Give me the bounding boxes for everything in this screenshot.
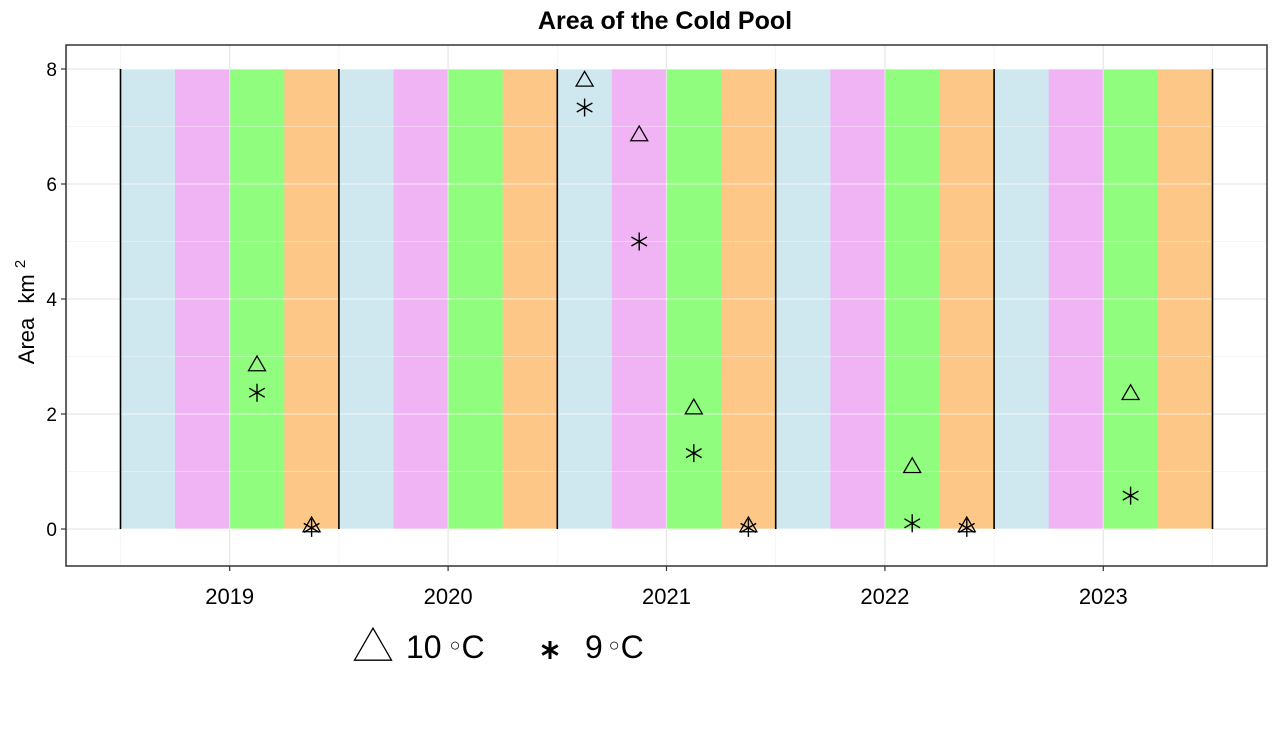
legend-degree: ○ — [609, 635, 620, 655]
legend-label: 10 ○C — [406, 629, 485, 665]
data-points — [247, 70, 1141, 537]
grid — [66, 45, 1267, 566]
asterisk-point — [1122, 486, 1139, 505]
triangle-point — [629, 124, 649, 142]
x-tick-label: 2023 — [1079, 584, 1128, 609]
x-axis: 2019 2020 2021 2022 2023 — [205, 566, 1128, 609]
triangle-point — [684, 397, 704, 415]
x-tick-label: 2022 — [860, 584, 909, 609]
legend-label: 9 ○C — [585, 629, 644, 665]
legend-unit: C — [621, 629, 644, 665]
asterisk-point — [904, 514, 921, 533]
y-tick-label: 2 — [46, 405, 57, 426]
asterisk-point — [248, 383, 266, 402]
legend-item: 10 ○C — [353, 626, 485, 665]
asterisk-point — [740, 518, 757, 537]
asterisk-point — [631, 232, 648, 251]
y-tick-label: 4 — [46, 290, 57, 311]
y-tick-label: 6 — [46, 175, 57, 196]
y-axis-label-text: Area — [14, 317, 39, 364]
triangle-point — [574, 70, 595, 87]
y-axis-label-exp: 2 — [12, 260, 29, 268]
asterisk-point — [685, 444, 702, 463]
legend-unit: C — [461, 629, 484, 665]
y-axis-label-unit: km — [14, 274, 39, 303]
asterisk-point — [576, 98, 593, 117]
y-axis-label: Area km 2 — [12, 260, 39, 364]
x-tick-label: 2020 — [424, 584, 473, 609]
legend-item: 9 ○C — [541, 629, 644, 665]
asterisk-point — [958, 518, 975, 537]
legend-triangle-icon — [353, 626, 393, 661]
x-tick-label: 2019 — [205, 584, 254, 609]
y-axis: 0 2 4 6 8 — [46, 60, 66, 541]
year-dividers — [119, 69, 1214, 529]
triangle-point — [902, 456, 922, 474]
asterisk-point — [303, 518, 320, 537]
triangle-point — [1120, 383, 1141, 401]
y-tick-label: 0 — [46, 520, 57, 541]
legend: 10 ○C 9 ○C — [353, 626, 644, 665]
legend-number: 10 — [406, 629, 442, 665]
triangle-point — [247, 354, 267, 372]
legend-number: 9 — [585, 629, 603, 665]
legend-degree: ○ — [450, 635, 461, 655]
legend-asterisk-icon — [541, 641, 559, 659]
chart-title: Area of the Cold Pool — [538, 7, 792, 35]
x-tick-label: 2021 — [642, 584, 691, 609]
y-tick-label: 8 — [46, 60, 57, 81]
